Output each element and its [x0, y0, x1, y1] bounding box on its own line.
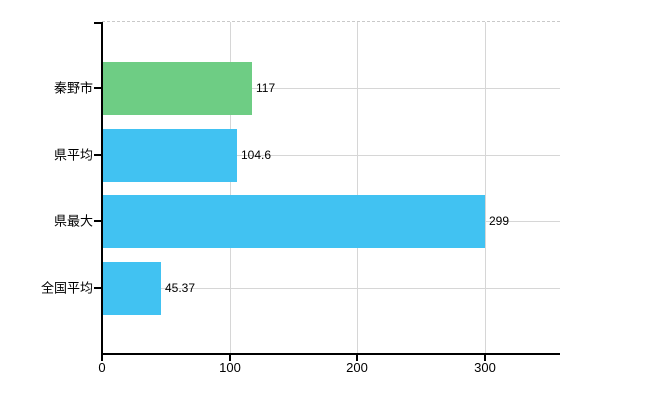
y-axis-tick [94, 154, 101, 156]
x-axis-tick-label: 0 [98, 360, 106, 375]
bar [103, 195, 485, 248]
grid-line-horizontal [102, 288, 560, 289]
bar-value-label: 299 [489, 214, 510, 228]
bar-value-label: 45.37 [165, 281, 196, 295]
bar [103, 129, 237, 182]
y-axis-label: 県平均 [53, 147, 93, 163]
y-axis-label: 秦野市 [53, 80, 93, 96]
x-axis-tick [101, 355, 103, 361]
x-axis-line [101, 353, 560, 355]
y-axis-label: 県最大 [53, 213, 93, 229]
x-axis-tick-label: 200 [346, 360, 368, 375]
plot-top-border [102, 21, 560, 22]
grid-line-vertical [485, 22, 486, 353]
bar-value-label: 117 [256, 81, 276, 95]
y-axis-tick [94, 287, 101, 289]
y-axis-line [101, 22, 103, 355]
x-axis-tick [484, 355, 486, 361]
x-axis-tick [356, 355, 358, 361]
bar [103, 262, 161, 315]
y-axis-tick [94, 87, 101, 89]
grid-line-horizontal [102, 88, 560, 89]
grid-line-vertical [230, 22, 231, 353]
grid-line-horizontal [102, 155, 560, 156]
x-axis-tick [229, 355, 231, 361]
y-axis-tick [94, 220, 101, 222]
y-axis-label: 全国平均 [40, 280, 93, 296]
y-axis-tick [94, 22, 101, 24]
grid-line-vertical [357, 22, 358, 353]
bar-value-label: 104.6 [241, 148, 272, 162]
bar [103, 62, 252, 115]
x-axis-tick-label: 100 [219, 360, 241, 375]
x-axis-tick-label: 300 [474, 360, 496, 375]
